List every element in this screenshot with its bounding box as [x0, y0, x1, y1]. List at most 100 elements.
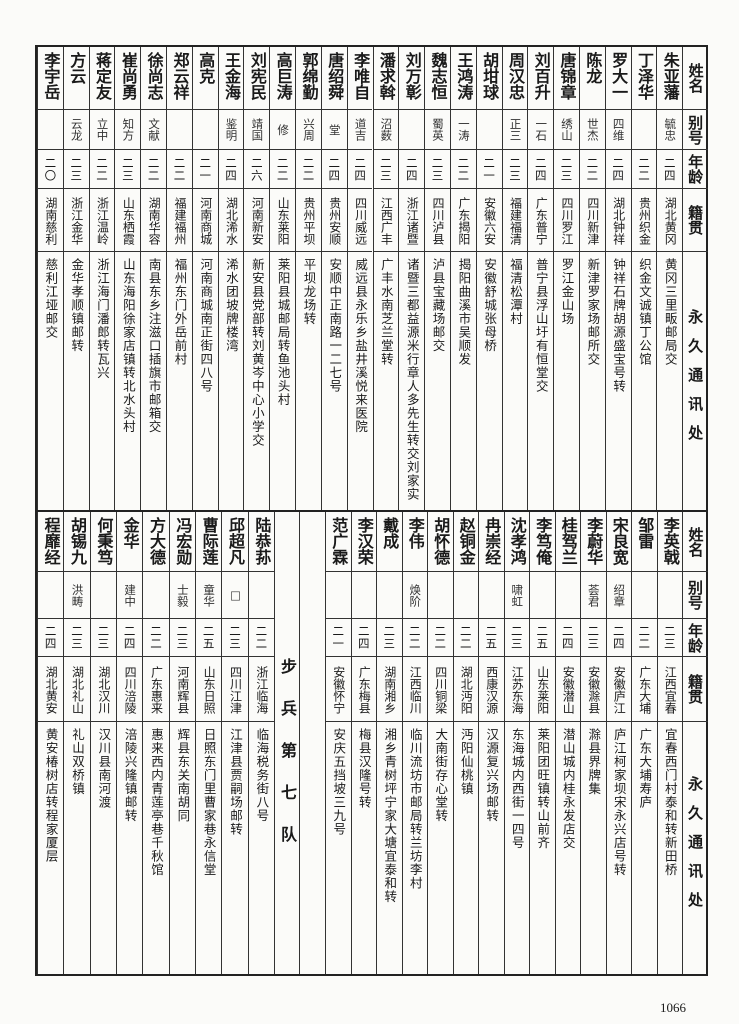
cell-origin: 山东莱阳: [530, 657, 555, 722]
person-column: 李汉荣 二四 广东梅县 梅县汉隆号转: [350, 512, 376, 974]
roster-table-bottom: 姓名 别号 年龄 籍贯 永久通讯处 李英戟 二三 江西宜春 宜春西门村泰和转新田桥 邹雷 二二 广东大…: [35, 510, 708, 976]
cell-address: 湘乡青树坪宁家大塘宜泰和转: [382, 728, 398, 904]
cell-origin: 江西广丰: [373, 189, 399, 252]
person-column: 金华 建中 二四 四川涪陵 涪陵兴隆镇邮转: [116, 512, 143, 974]
cell-age: 二一: [326, 619, 351, 657]
cell-age: 二四: [606, 619, 631, 657]
cell-name: 方云: [63, 47, 89, 110]
cell-alias: [632, 572, 657, 619]
person-column: 胡坩球 二一 安徽六安 安徽舒城张母桥: [475, 47, 502, 510]
cell-alias: [192, 110, 218, 150]
cell-address: 日照东门里曹家巷永信堂: [201, 728, 217, 877]
cell-name: 高克: [192, 47, 218, 110]
cell-age: 二二: [141, 150, 167, 189]
cell-origin: 江西临川: [402, 657, 427, 722]
cell-origin: 湖北黄安: [38, 657, 64, 722]
header-age: 年龄: [683, 619, 708, 657]
cell-age: 二五: [530, 619, 555, 657]
cell-name: 王金海: [218, 47, 244, 110]
person-column: 方云 云龙 二三 浙江金华 金华孝顺镇邮转: [62, 47, 89, 510]
cell-name: 方大德: [143, 512, 169, 572]
person-column: 冉崇经 二五 西康汉源 汉源复兴场邮转: [478, 512, 504, 974]
cell-address: 浠水团坡牌楼湾: [224, 258, 240, 353]
cell-origin: 安徽怀宁: [326, 657, 351, 722]
cell-address: 河南商城南正街四八号: [198, 258, 214, 393]
cell-address: 慈利江垭邮交: [43, 258, 59, 339]
cell-origin: 安徽潜山: [555, 657, 580, 722]
cell-address: 梅县汉隆号转: [356, 728, 372, 809]
cell-name: 何秉笃: [90, 512, 116, 572]
cell-address: 临川流坊市邮局转兰坊李村: [407, 728, 423, 890]
person-column: 胡锡九 洪畴 二三 湖北礼山 礼山双桥镇: [63, 512, 90, 974]
cell-origin: 湖北钟祥: [605, 189, 631, 252]
cell-origin: 河南新安: [244, 189, 270, 252]
cell-name: 胡怀德: [428, 512, 453, 572]
cell-alias: [351, 572, 376, 619]
person-column: 刘宪民 靖国 二六 河南新安 新安县党部转刘黄岑中心小学交: [243, 47, 270, 510]
cell-alias: [476, 110, 502, 150]
person-column: 方大德 二二 广东惠来 惠来西内青莲亭巷千秋馆: [142, 512, 169, 974]
cell-name: 朱亚藩: [657, 47, 683, 110]
cell-age: 二三: [504, 619, 529, 657]
person-column: 蒋定友 立中 二二 浙江温岭 浙江海门潘郎转瓦兴: [88, 47, 115, 510]
cell-age: 二四: [38, 619, 64, 657]
cell-origin: 河南商城: [192, 189, 218, 252]
cell-age: 二二: [631, 150, 657, 189]
cell-address: 庐江柯家坝宋永兴店号转: [611, 728, 627, 877]
cell-address: 金华孝顺镇邮转: [69, 258, 85, 353]
cell-origin: 四川涪陵: [117, 657, 143, 722]
cell-origin: 湖北汉川: [90, 657, 116, 722]
cell-address: 浙江海门潘郎转瓦兴: [95, 258, 111, 380]
roster-table-top: 姓名 别号 年龄 籍贯 永久通讯处 朱亚藩 毓忠 二四 湖北黄冈 黄冈三里畈邮局交 丁泽华 二二 贵州织…: [35, 45, 708, 512]
cell-origin: 浙江温岭: [89, 189, 115, 252]
cell-alias: 洪畴: [64, 572, 90, 619]
header-column: 姓名 别号 年龄 籍贯 永久通讯处: [682, 512, 708, 974]
cell-origin: 广东惠来: [143, 657, 169, 722]
cell-alias: 世杰: [579, 110, 605, 150]
cell-name: 王鸿涛: [450, 47, 476, 110]
cell-origin: 湖南湘乡: [377, 657, 402, 722]
person-column: 范广霖 二一 安徽怀宁 安庆五挡坡三九号: [325, 512, 351, 974]
cell-age: 二三: [64, 619, 90, 657]
cell-name: 高巨涛: [270, 47, 296, 110]
cell-address: 惠来西内青莲亭巷千秋馆: [149, 728, 164, 877]
cell-origin: 四川罗江: [554, 189, 579, 252]
cell-address: 平坝龙场转: [301, 258, 317, 326]
person-column: 李笃俺 二五 山东莱阳 莱阳团旺镇转山前齐: [529, 512, 555, 974]
cell-name: 唐绍舜: [321, 47, 347, 110]
cell-name: 陆恭荪: [248, 512, 274, 572]
person-column: 李伟 焕阶 二二 江西临川 临川流坊市邮局转兰坊李村: [401, 512, 427, 974]
cell-name: 李汉荣: [351, 512, 376, 572]
person-column: 高巨涛修二二 山东莱阳 莱阳县城邮局转鱼池头村: [269, 47, 296, 510]
cell-alias: 四维: [605, 110, 631, 150]
cell-age: 二二: [428, 619, 453, 657]
cell-age: 二二: [89, 150, 115, 189]
person-column: 徐尚志 文献 二二 湖南华容 南县东乡注滋口插旗市邮箱交: [140, 47, 167, 510]
cell-age: 二一: [192, 150, 218, 189]
cell-age: 二三: [169, 619, 195, 657]
person-column: 李唯自 道吉 二四 四川威远 威远县永乐乡盐井溪悦来医院: [346, 47, 373, 510]
cell-origin: 安徽庐江: [606, 657, 631, 722]
cell-address: 汉源复兴场邮转: [484, 728, 500, 823]
cell-alias: 立中: [89, 110, 115, 150]
cell-address: 钟祥石牌胡源盛宝号转: [611, 258, 627, 393]
cell-address: 沔阳仙桃镇: [458, 728, 474, 796]
cell-name: 赵铜金: [453, 512, 478, 572]
person-column: 冯宏勋 士毅 二三 河南辉县 辉县东关南胡同: [168, 512, 195, 974]
person-column: 魏志恒 蜀英 二三 四川泸县 泸县宝藏场邮交: [424, 47, 450, 510]
cell-alias: [428, 572, 453, 619]
cell-origin: 浙江金华: [63, 189, 89, 252]
cell-address: 潜山城内桂永发店交: [560, 728, 576, 850]
cell-alias: 云龙: [63, 110, 89, 150]
cell-alias: [38, 110, 63, 150]
cell-origin: 四川泸县: [425, 189, 450, 252]
cell-age: 二二: [248, 619, 274, 657]
person-column: 周汉忠 正三 二三 福建福清 福清松潭村: [501, 47, 528, 510]
cell-age: 二二: [453, 619, 478, 657]
cell-origin: 四川新津: [579, 189, 605, 252]
cell-alias: 毓忠: [657, 110, 683, 150]
cell-age: 二四: [218, 150, 244, 189]
cell-name: 冯宏勋: [169, 512, 195, 572]
cell-origin: 西康汉源: [479, 657, 504, 722]
cell-name: 丁泽华: [631, 47, 657, 110]
